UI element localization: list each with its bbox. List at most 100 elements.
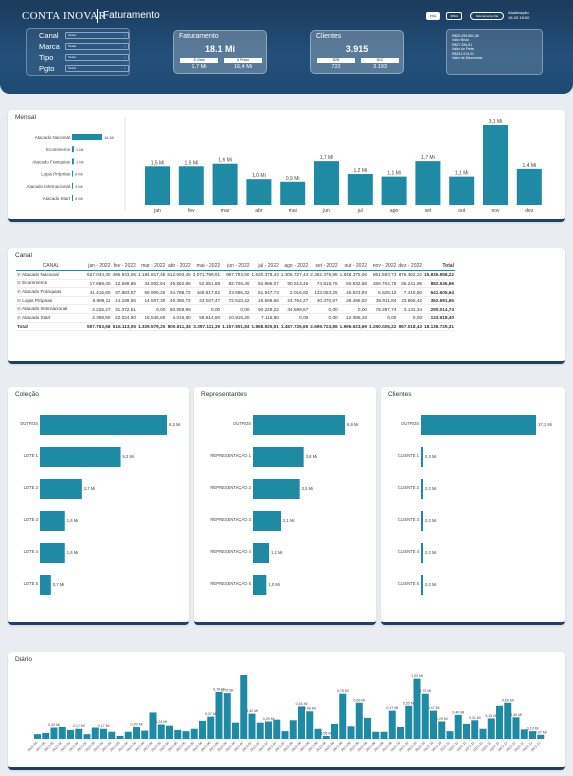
- channel-value-label: 16 Mi: [104, 135, 114, 140]
- day-bar: [133, 726, 140, 739]
- column-header[interactable]: CANAL: [42, 263, 60, 270]
- category-bar: [421, 479, 423, 499]
- day-value-label: 0,24 Mi: [155, 720, 167, 724]
- channel-value-label: 0 Mi: [75, 184, 83, 189]
- table-cell: 1.305.727,43: [280, 272, 309, 278]
- expand-icon[interactable]: ⊞: [17, 314, 22, 320]
- day-tick-label: 2022-07: [233, 741, 245, 753]
- day-bar: [256, 722, 264, 739]
- category-value-label: 2,1 Mi: [283, 518, 294, 523]
- column-header[interactable]: jul - 2022: [258, 263, 279, 270]
- day-tick-label: 2022-11: [489, 741, 501, 753]
- table-cell: 40.370,87: [316, 298, 338, 304]
- column-header[interactable]: out - 2022: [344, 263, 368, 270]
- category-value-label: 17,1 Mi: [538, 422, 552, 427]
- day-bar: [240, 675, 248, 739]
- day-tick-label: 2022-02: [76, 741, 88, 753]
- channel-value-label: 1 Mi: [76, 159, 84, 164]
- pgto-select[interactable]: Todos ⌄: [65, 64, 129, 72]
- month-value-label: 1,6 Mi: [218, 158, 232, 164]
- table-cell: 3.071.799,61: [192, 272, 221, 278]
- filter-label: Marca: [39, 41, 60, 51]
- sub-value: 16,4 Mi: [233, 64, 253, 70]
- table-row[interactable]: ⊞ Lojas Próprias 6.988,11 14.189,55 14.507,…: [16, 296, 456, 305]
- faturamento-dia-button[interactable]: Faturamento Dia: [470, 12, 504, 20]
- table-cell: 52.851,89: [199, 280, 221, 286]
- expand-icon[interactable]: ⊞: [17, 271, 22, 277]
- export-jpeg-button[interactable]: JPEG: [446, 12, 462, 20]
- day-bar: [83, 734, 91, 739]
- column-header[interactable]: set - 2022: [315, 263, 338, 270]
- table-cell: 290.014,74: [430, 306, 455, 312]
- day-bar: [397, 726, 404, 739]
- table-row[interactable]: ⊞ Ecommerce 17.689,40 12.699,86 34.802,64 49…: [16, 279, 456, 288]
- expand-icon[interactable]: ⊞: [17, 306, 22, 312]
- marca-select[interactable]: Todas ⌄: [65, 42, 129, 50]
- table-cell: 876.362,22: [398, 272, 423, 278]
- day-bar: [207, 716, 215, 739]
- table-row[interactable]: ⊞ Atacado Franquias 41.416,80 37.883,57 68.…: [16, 288, 456, 297]
- expand-icon[interactable]: ⊞: [17, 289, 22, 295]
- column-header[interactable]: jan - 2022: [88, 263, 111, 270]
- table-cell: 31.372,51: [115, 306, 136, 312]
- expand-icon[interactable]: ⊞: [17, 297, 23, 303]
- day-bar: [248, 713, 256, 739]
- valor-bruto-label: Valor Bruto: [452, 38, 470, 43]
- column-header[interactable]: dez - 2022: [398, 263, 423, 270]
- column-header[interactable]: mai - 2022: [196, 263, 221, 270]
- category-value-label: 0,2 Mi: [425, 518, 436, 523]
- month-bar: [178, 166, 204, 205]
- month-bar: [449, 176, 475, 205]
- month-tick-label: mai: [289, 208, 297, 214]
- table-row[interactable]: ⊞ Atacado Nacional 527.044,30 496.943,06 1.…: [16, 271, 456, 280]
- category-bar: [253, 575, 267, 595]
- expand-icon[interactable]: ⊞: [17, 280, 23, 286]
- table-cell: 28.496,02: [346, 298, 368, 304]
- day-bar: [298, 706, 305, 739]
- category-value-label: 0,2 Mi: [425, 486, 436, 491]
- category-value-label: 6,9 Mi: [347, 422, 358, 427]
- total-row: Total 597.763,68 615.113,05 1.329.579,25 800…: [16, 322, 456, 331]
- table-cell: 6.528,12: [378, 289, 397, 295]
- day-bar: [223, 693, 231, 739]
- table-cell: 50.058,99: [169, 306, 191, 312]
- table-row[interactable]: ⊞ Atacado Start 2.398,80 22.024,50 16.545,6…: [16, 314, 456, 323]
- column-header[interactable]: jun - 2022: [227, 263, 250, 270]
- category-value-label: 2,7 Mi: [84, 486, 95, 491]
- column-header[interactable]: Total: [442, 263, 455, 270]
- table-cell: 22.024,50: [115, 315, 136, 321]
- day-tick-label: 2022-10: [414, 741, 426, 753]
- category-bar: [421, 415, 536, 435]
- column-header[interactable]: ago - 2022: [284, 263, 309, 270]
- table-body: ⊞ Atacado Nacional 527.044,30 496.943,06 1.…: [16, 271, 456, 331]
- export-png-button[interactable]: PNG: [426, 12, 440, 20]
- table-cell: 527.044,30: [87, 272, 111, 278]
- day-value-label: 0,60 Mi: [502, 698, 514, 702]
- canal-select[interactable]: Todos ⌄: [65, 31, 129, 39]
- table-cell: 49.662,86: [169, 280, 191, 286]
- a-vista-box: À Vista 1,7 Mi: [180, 58, 218, 71]
- sub-label: A Prazo: [224, 58, 262, 63]
- month-tick-label: dez: [525, 208, 534, 214]
- representantes-chart: OUTROS 6,9 Mi REPRESENTAÇÃO 1 3,8 Mi REPRESE…: [210, 415, 358, 595]
- table-cell: 266.704,79: [372, 280, 397, 286]
- table-row[interactable]: ⊞ Atacado Internacional 2.226,27 31.372,51…: [16, 305, 456, 314]
- column-header[interactable]: abr - 2022: [167, 263, 191, 270]
- table-cell: 882.536,66: [430, 280, 455, 286]
- total-cell: 1.457.726,65: [280, 323, 309, 329]
- tipo-select[interactable]: Todos ⌄: [65, 53, 129, 61]
- column-header[interactable]: fev - 2022: [113, 263, 136, 270]
- day-tick-label: 2022-11: [456, 741, 468, 753]
- day-tick-label: 2022-12: [497, 741, 509, 753]
- table-cell: 0,00: [357, 306, 368, 312]
- total-cell: 967.018,43: [398, 323, 423, 329]
- day-tick-label: 2022-11: [472, 741, 484, 753]
- day-tick-label: 2022-06: [216, 741, 228, 753]
- day-value-label: 0,37 Mi: [205, 712, 217, 716]
- column-header[interactable]: mar - 2022: [141, 263, 166, 270]
- category-label: OUTROS: [233, 421, 251, 426]
- day-bar: [124, 731, 132, 739]
- total-cell: 2.699.723,86: [310, 323, 338, 329]
- column-header[interactable]: nov - 2022: [372, 263, 397, 270]
- day-tick-label: 2022-08: [315, 741, 327, 753]
